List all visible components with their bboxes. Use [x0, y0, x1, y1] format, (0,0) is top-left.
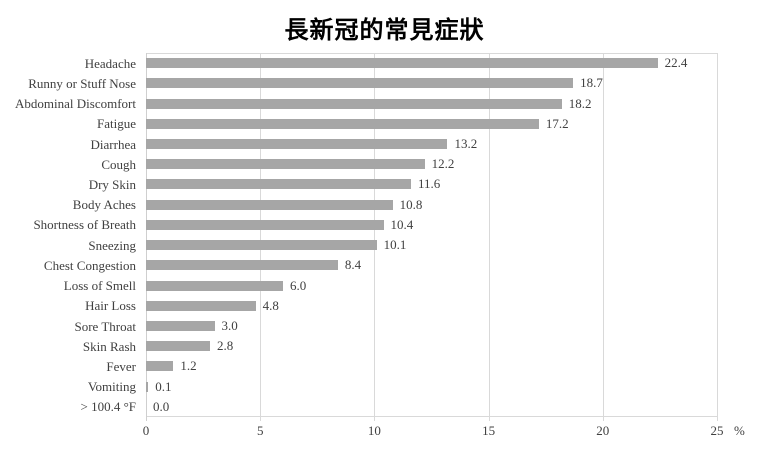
category-label: Fever [106, 358, 136, 374]
category-label: Sneezing [88, 237, 136, 253]
value-label: 4.8 [262, 297, 279, 313]
value-label: 11.6 [417, 176, 441, 192]
bar-row: 2.8 [146, 336, 717, 356]
x-tick-label-15: 15 [482, 423, 496, 438]
value-label: 10.8 [399, 196, 423, 212]
value-label: 2.8 [216, 338, 234, 354]
category-label: Chest Congestion [43, 257, 136, 273]
category-label: Vomiting [87, 379, 136, 395]
y-axis-category-labels: Headache Runny or Stuff Nose Abdominal Dis… [0, 53, 140, 417]
bar [146, 381, 149, 392]
plot-top-border [146, 53, 717, 54]
bar [146, 219, 384, 230]
bar [146, 361, 174, 372]
value-label: 1.2 [180, 358, 197, 374]
value-label: 22.4 [664, 55, 688, 71]
category-label: Hair Loss [85, 298, 136, 314]
plot-bottom-border [146, 416, 717, 417]
category-label: Sore Throat [74, 318, 137, 334]
x-tick-label-20: 20 [596, 423, 610, 438]
value-label: 10.4 [390, 216, 414, 232]
value-label: 18.7 [580, 75, 603, 91]
gridline-x-10 [374, 53, 376, 421]
category-label: Runny or Stuff Nose [28, 75, 136, 91]
value-label: 18.2 [568, 95, 592, 111]
category-label: Body Aches [72, 197, 136, 213]
category-label: Loss of Smell [63, 278, 136, 294]
value-label: 0.1 [155, 378, 172, 394]
bar [146, 280, 284, 291]
bar-row: 12.2 [146, 154, 717, 174]
bar-row: 17.2 [146, 114, 717, 134]
value-label: 6.0 [290, 277, 307, 293]
bar [146, 341, 210, 352]
x-tick-label-0: 0 [142, 423, 150, 438]
bar-row: 10.8 [146, 195, 717, 215]
bar [146, 138, 448, 149]
bar-row: 22.4 [146, 53, 717, 73]
bar [146, 159, 425, 170]
plot-area: 22.4 18.7 18.2 17.2 13.2 12.2 11.6 10.8 10.4 10.1… [146, 53, 718, 421]
bar-row: 10.4 [146, 215, 717, 235]
category-label: Cough [101, 156, 136, 172]
bar [146, 320, 215, 331]
bar [146, 300, 256, 311]
value-label: 10.1 [383, 237, 407, 253]
bar-row: 1.2 [146, 356, 717, 376]
bar [146, 118, 539, 129]
bar-row: 6.0 [146, 275, 717, 295]
bar-row: 4.8 [146, 296, 717, 316]
value-label: 0.0 [153, 398, 170, 414]
bar-row: 8.4 [146, 255, 717, 275]
x-tick-label-5: 5 [256, 423, 264, 438]
x-axis: 0 5 10 15 20 25% [0, 421, 769, 441]
bar [146, 179, 411, 190]
bar [146, 78, 574, 89]
value-label: 8.4 [344, 257, 362, 273]
bar-row: 10.1 [146, 235, 717, 255]
category-label: Abdominal Discomfort [15, 96, 136, 112]
gridline-x-25 [717, 53, 718, 421]
gridline-x-20 [602, 53, 604, 421]
bar [146, 58, 658, 69]
chart-title: 長新冠的常見症狀 [284, 16, 485, 44]
bar-row: 11.6 [146, 174, 717, 194]
bar [146, 240, 377, 251]
x-axis-unit-label: % [734, 423, 745, 438]
bar-row: 3.0 [146, 316, 717, 336]
x-tick-label-25: 25 [710, 423, 724, 438]
bar-row: 0.1 [146, 377, 717, 397]
bar-row: 18.2 [146, 93, 717, 113]
category-label: Dry Skin [88, 176, 136, 192]
value-label: 12.2 [431, 156, 455, 172]
bar-row: 0.0 [146, 397, 717, 417]
x-tick-label-10: 10 [367, 423, 381, 438]
bar [146, 98, 562, 109]
category-label: Shortness of Breath [33, 217, 136, 233]
category-label: Skin Rash [82, 338, 136, 354]
bar-row: 18.7 [146, 73, 717, 93]
value-label: 17.2 [545, 115, 569, 131]
bar-row: 13.2 [146, 134, 717, 154]
gridline-x-15 [488, 53, 490, 421]
category-label: Diarrhea [90, 136, 136, 152]
category-label: Fatigue [97, 116, 136, 132]
bar [146, 199, 393, 210]
category-label: > 100.4 °F [80, 399, 136, 415]
category-label: Headache [84, 55, 136, 71]
bar [146, 260, 338, 271]
value-label: 13.2 [454, 135, 478, 151]
value-label: 3.0 [221, 317, 238, 333]
y-axis-line [146, 53, 147, 421]
gridline-x-5 [260, 53, 262, 421]
